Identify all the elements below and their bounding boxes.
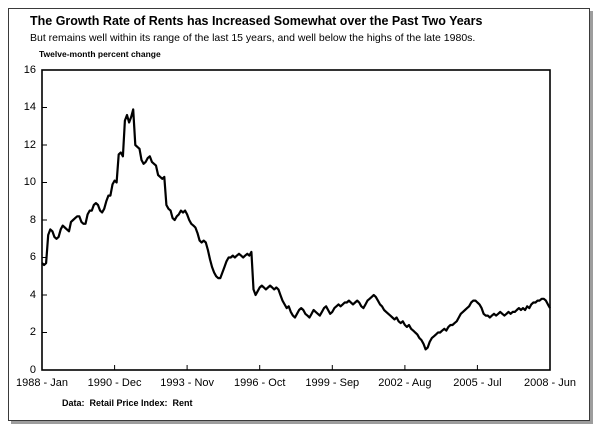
x-tick-label: 2008 - Jun [524,377,576,389]
x-tick-label: 2005 - Jul [453,377,502,389]
rent-growth-data-line [41,108,551,351]
chart-title: The Growth Rate of Rents has Increased S… [30,14,483,28]
x-tick-label: 1999 - Sep [305,377,360,389]
y-tick-label: 10 [23,176,36,188]
x-tick-label: 2002 - Aug [378,377,432,389]
y-axis-unit-label: Twelve-month percent change [39,49,161,59]
x-tick-label: 1990 - Dec [87,377,142,389]
data-source-note: Data: Retail Price Index: Rent [62,398,193,408]
y-tick-label: 2 [29,326,36,338]
plot-border [41,69,551,371]
x-tick-label: 1996 - Oct [234,377,286,389]
chart-frame [8,8,590,421]
y-tick-label: 0 [29,363,36,376]
axis-ticks [41,107,551,370]
y-tick-label: 6 [29,251,36,263]
chart-subtitle: But remains well within its range of the… [30,32,476,44]
y-tick-label: 12 [23,138,36,151]
y-tick-label: 16 [23,63,36,76]
x-tick-label: 1988 - Jan [16,377,68,389]
y-tick-label: 14 [23,101,36,113]
y-tick-label: 8 [29,213,36,226]
y-tick-label: 4 [29,288,36,301]
x-tick-label: 1993 - Nov [160,377,215,389]
